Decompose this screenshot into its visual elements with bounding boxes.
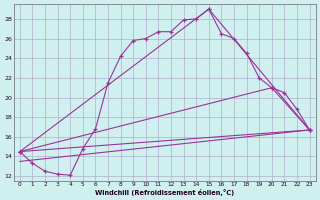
X-axis label: Windchill (Refroidissement éolien,°C): Windchill (Refroidissement éolien,°C): [95, 189, 234, 196]
